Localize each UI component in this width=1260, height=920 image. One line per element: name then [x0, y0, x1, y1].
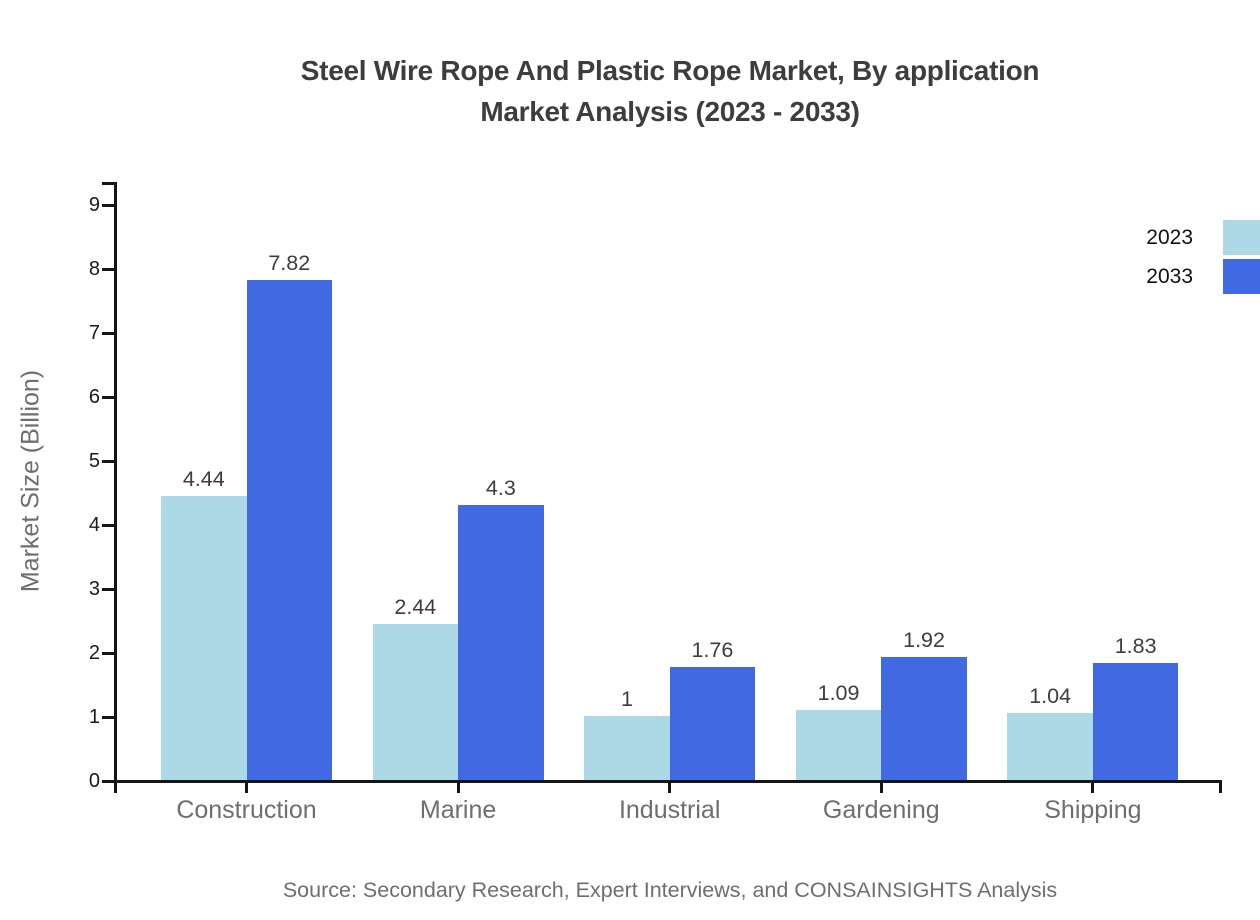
value-label-2023-marine: 2.44: [394, 594, 437, 619]
chart-title-line-2: Market Analysis (2023 - 2033): [480, 96, 860, 127]
legend-swatch-2033: [1223, 259, 1260, 294]
legend-label-2023: 2023: [1146, 225, 1193, 249]
value-label-2033-industrial: 1.76: [691, 638, 734, 663]
bar-2023-construction: [161, 495, 247, 780]
chart-title: Steel Wire Rope And Plastic Rope Market,…: [80, 50, 1260, 132]
x-axis-line: [114, 780, 1222, 783]
value-label-2023-construction: 4.44: [182, 466, 225, 491]
value-label-2033-gardening: 1.92: [903, 628, 945, 653]
y-tick-8: [102, 268, 114, 271]
y-tick-6: [102, 396, 114, 399]
x-tick-label-gardening: Gardening: [822, 796, 940, 824]
x-tick-gardening: [879, 780, 883, 793]
value-label-2033-construction: 7.82: [268, 250, 311, 275]
y-tick-label-8: 8: [88, 258, 100, 280]
value-label-2033-shipping: 1.83: [1114, 633, 1157, 658]
legend-swatch-2023: [1223, 220, 1260, 255]
x-tick-label-construction: Construction: [176, 796, 317, 824]
x-tick-construction: [245, 780, 248, 793]
y-tick-label-6: 6: [88, 386, 100, 408]
x-tick-marine: [456, 780, 460, 793]
y-tick-label-1: 1: [88, 706, 100, 728]
y-tick-3: [102, 588, 114, 591]
bar-2033-industrial: [669, 667, 756, 780]
y-tick-0: [102, 780, 114, 783]
value-label-2023-industrial: 1: [620, 687, 633, 711]
value-label-2033-marine: 4.3: [485, 475, 516, 500]
y-tick-label-7: 7: [88, 322, 100, 344]
y-tick-9: [102, 204, 114, 207]
y-tick-label-0: 0: [88, 770, 100, 792]
source-attribution: Source: Secondary Research, Expert Inter…: [282, 878, 1058, 902]
bar-2023-gardening: [795, 710, 882, 780]
x-tick-label-marine: Marine: [419, 796, 497, 824]
x-axis-end-cap: [1219, 780, 1222, 793]
y-tick-label-9: 9: [88, 194, 100, 216]
bar-2033-construction: [246, 279, 332, 780]
bar-2023-marine: [372, 623, 459, 780]
x-tick-industrial: [668, 780, 672, 793]
value-label-2023-shipping: 1.04: [1029, 684, 1072, 709]
bar-2023-shipping: [1007, 713, 1093, 780]
y-axis-line: [114, 182, 117, 793]
y-axis-top-cap: [102, 182, 114, 185]
y-tick-7: [102, 332, 114, 335]
legend: 2023 2033: [1146, 220, 1260, 298]
y-tick-4: [102, 524, 114, 527]
bar-2033-marine: [458, 504, 544, 780]
y-tick-label-3: 3: [88, 578, 100, 600]
x-tick-label-industrial: Industrial: [618, 796, 721, 824]
legend-item-2023: 2023: [1146, 220, 1260, 255]
x-tick-label-shipping: Shipping: [1044, 796, 1142, 824]
chart-title-line-1: Steel Wire Rope And Plastic Rope Market,…: [300, 55, 1040, 86]
bar-2033-gardening: [881, 657, 967, 780]
y-tick-2: [102, 652, 114, 655]
y-tick-label-4: 4: [88, 514, 100, 536]
bar-2023-industrial: [584, 716, 670, 780]
y-tick-5: [102, 460, 114, 463]
legend-item-2033: 2033: [1146, 259, 1260, 294]
y-tick-label-2: 2: [88, 642, 100, 664]
value-label-2023-gardening: 1.09: [817, 681, 860, 706]
y-tick-label-5: 5: [88, 450, 100, 472]
y-tick-1: [102, 716, 114, 719]
bar-2033-shipping: [1092, 662, 1179, 780]
legend-label-2033: 2033: [1146, 264, 1193, 288]
x-tick-shipping: [1091, 780, 1095, 793]
